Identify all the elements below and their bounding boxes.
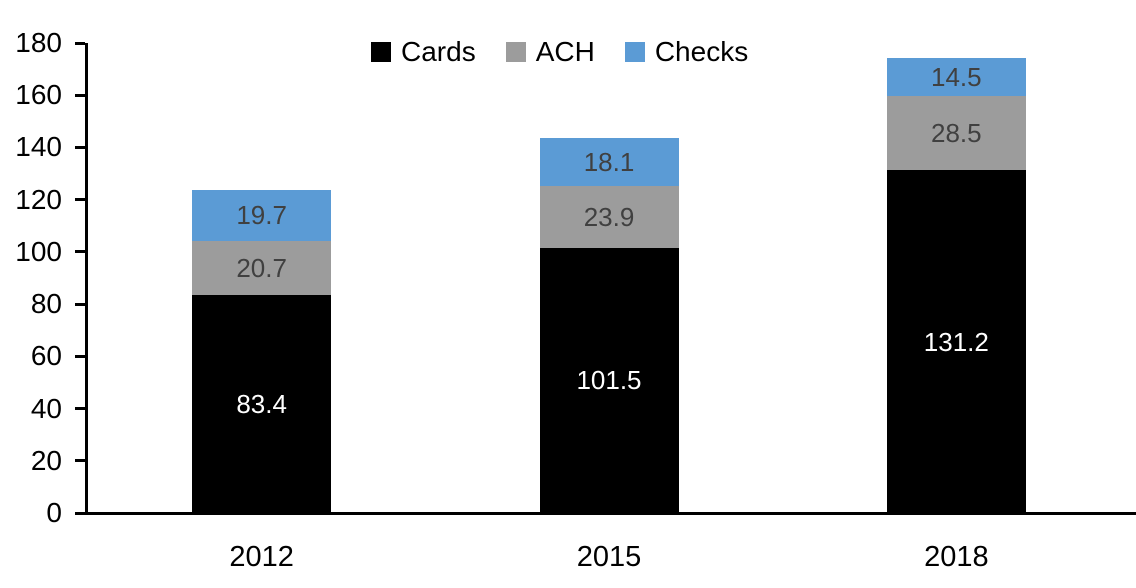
legend-item-ach: ACH [505, 36, 595, 67]
bar-segment-checks-2015: 18.1 [539, 138, 679, 186]
y-tick-label: 20 [30, 444, 62, 476]
y-tick [75, 302, 85, 306]
legend-swatch-checks [624, 42, 645, 62]
x-axis-line [75, 512, 1136, 515]
y-tick-label: 180 [15, 27, 62, 58]
bar-segment-cards-2015: 101.5 [539, 247, 679, 513]
y-axis-line [85, 43, 88, 513]
y-tick [75, 93, 85, 97]
x-tick-label-2012: 2012 [229, 541, 294, 573]
segment-value-label: 101.5 [576, 365, 642, 396]
bar-segment-checks-2018: 14.5 [886, 58, 1026, 96]
segment-value-label: 20.7 [236, 253, 287, 284]
segment-value-label: 28.5 [931, 118, 982, 149]
y-tick-label: 80 [30, 288, 62, 320]
y-tick-label: 160 [15, 79, 62, 111]
y-tick [75, 198, 85, 202]
y-tick-label: 40 [30, 392, 62, 424]
y-tick [75, 145, 85, 149]
legend: Cards ACH Checks [371, 38, 748, 66]
y-tick [75, 41, 85, 45]
x-tick-label-2018: 2018 [924, 541, 989, 573]
segment-value-label: 18.1 [583, 146, 635, 177]
legend-swatch-cards [371, 42, 391, 62]
y-tick [75, 354, 85, 358]
segment-value-label: 131.2 [923, 326, 989, 357]
legend-label: ACH [535, 36, 595, 67]
legend-item-checks: Checks [624, 36, 749, 67]
y-tick-label: 100 [15, 235, 62, 267]
legend-label: Cards [401, 36, 476, 67]
segment-value-label: 19.7 [236, 200, 287, 231]
y-tick [75, 511, 85, 515]
y-tick-label: 60 [30, 340, 62, 372]
bar-segment-ach-2012: 20.7 [192, 241, 332, 296]
y-tick-label: 0 [46, 497, 62, 528]
x-tick-label-2015: 2015 [576, 541, 642, 573]
bar-segment-cards-2018: 131.2 [886, 170, 1026, 513]
y-tick [75, 459, 85, 463]
y-tick-label: 140 [15, 131, 62, 163]
bar-segment-checks-2012: 19.7 [192, 189, 332, 242]
segment-value-label: 83.4 [236, 389, 287, 420]
legend-swatch-ach [505, 42, 526, 62]
segment-value-label: 14.5 [931, 62, 982, 93]
y-tick-label: 120 [15, 183, 62, 215]
bar-segment-ach-2018: 28.5 [886, 96, 1026, 171]
y-tick [75, 250, 85, 254]
bar-segment-cards-2012: 83.4 [192, 295, 332, 513]
bar-segment-ach-2015: 23.9 [539, 185, 679, 248]
segment-value-label: 23.9 [583, 201, 635, 232]
legend-item-cards: Cards [371, 38, 476, 66]
legend-label: Checks [654, 36, 749, 67]
y-tick [75, 407, 85, 411]
